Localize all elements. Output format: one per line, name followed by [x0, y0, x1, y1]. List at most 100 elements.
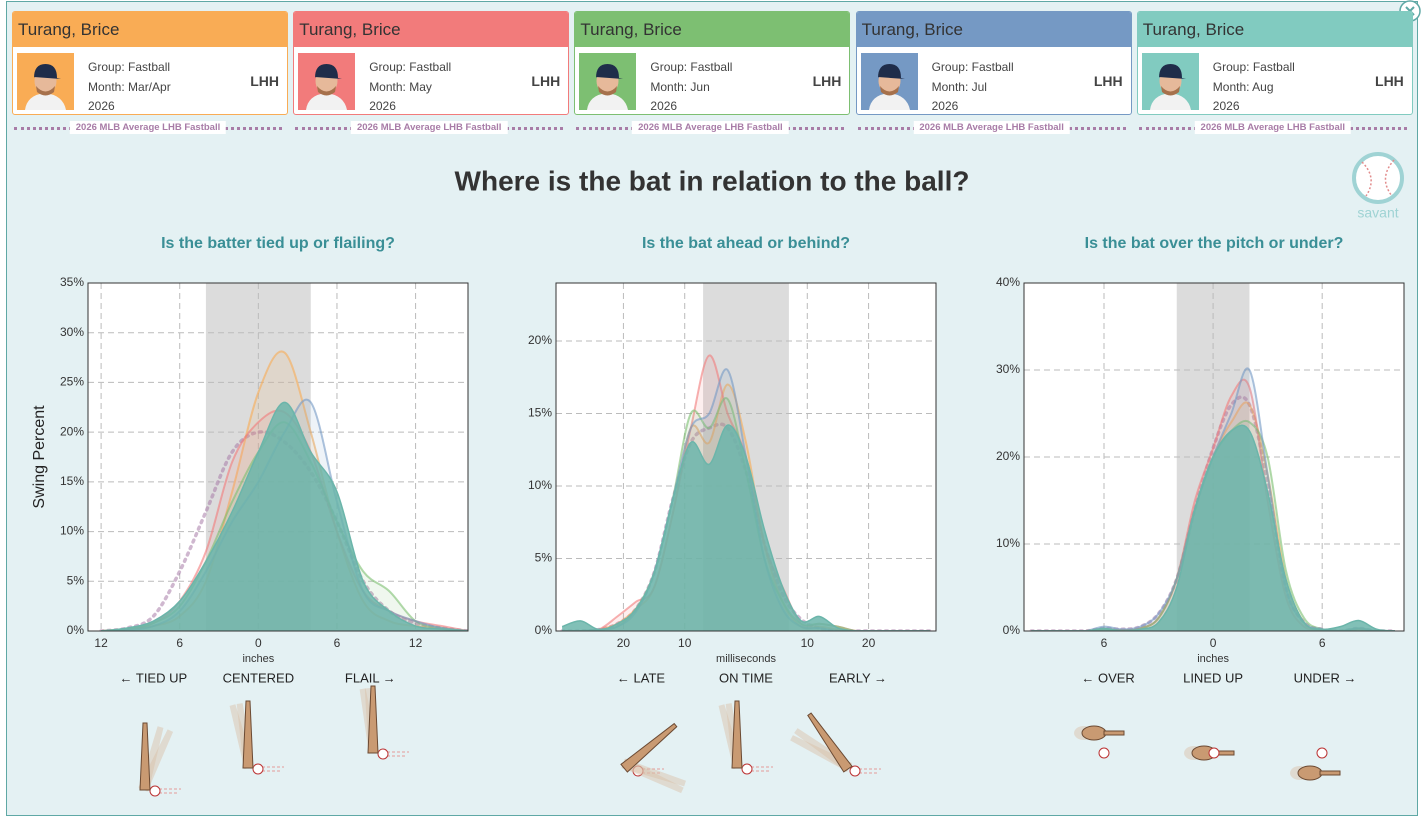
bat-illustration — [1074, 725, 1125, 741]
card-year: 2026 — [88, 99, 115, 113]
bat-illustration — [620, 722, 686, 794]
player-name: Turang, Brice — [856, 12, 1131, 47]
direction-label: EARLY → — [829, 670, 887, 685]
average-label: 2026 MLB Average LHB Fastball — [350, 121, 508, 134]
direction-label: ← TIED UP — [120, 670, 188, 685]
page-title: Where is the bat in relation to the ball… — [455, 165, 970, 196]
bat — [242, 700, 254, 769]
y-tick-label: 35% — [60, 275, 84, 289]
player-photo — [17, 53, 74, 110]
y-tick-label: 10% — [60, 524, 84, 538]
savant-logo[interactable]: savant — [1352, 152, 1404, 221]
logo-text: savant — [1357, 205, 1398, 221]
card-group: Group: Fastball — [650, 60, 733, 74]
average-label: 2026 MLB Average LHB Fastball — [913, 121, 1070, 134]
ball — [741, 763, 753, 775]
batter-hand: LHH — [1093, 73, 1123, 89]
x-tick-label: 20 — [862, 636, 876, 650]
ball — [1316, 747, 1328, 759]
direction-label: ← OVER — [1081, 670, 1134, 685]
batter-hand: LHH — [812, 73, 842, 89]
x-axis-label: inches — [1197, 653, 1229, 665]
card-group: Group: Fastball — [931, 60, 1014, 74]
ball-trail — [859, 768, 881, 774]
y-tick-label: 5% — [535, 551, 553, 565]
bat-illustration — [359, 685, 409, 760]
x-axis-label: inches — [242, 653, 274, 665]
direction-label: LINED UP — [1183, 670, 1243, 685]
batter-hand: LHH — [531, 73, 561, 89]
direction-label: FLAIL → — [345, 670, 396, 685]
direction-label: CENTERED — [223, 670, 295, 685]
bat-illustration — [790, 712, 881, 777]
player-photo — [860, 53, 918, 110]
density-line — [561, 424, 930, 631]
player-name: Turang, Brice — [294, 12, 569, 47]
player-card[interactable]: Turang, Brice Group: Fastball Month: Aug 20… — [1136, 11, 1413, 115]
player-photo — [298, 53, 356, 110]
bat-ghost — [790, 735, 852, 772]
card-month: Month: Jul — [931, 80, 987, 94]
area-fill — [562, 425, 930, 631]
y-tick-label: 25% — [60, 375, 84, 389]
ball — [377, 748, 389, 760]
bat-illustration — [718, 700, 773, 775]
x-tick-label: 6 — [176, 636, 183, 650]
y-tick-label: 5% — [67, 573, 85, 587]
player-photo — [579, 53, 637, 110]
average-legend: 2026 MLB Average LHB Fastball — [572, 121, 848, 135]
density-line — [101, 401, 468, 631]
card-month: Month: May — [369, 80, 432, 94]
x-tick-label: 0 — [1210, 636, 1217, 650]
card-year: 2026 — [650, 99, 678, 113]
y-tick-label: 20% — [996, 449, 1020, 463]
bat-illustration — [1290, 765, 1341, 781]
x-tick-label: 6 — [1101, 636, 1108, 650]
y-tick-label: 30% — [60, 325, 84, 339]
bat — [1297, 765, 1323, 781]
bat — [807, 712, 853, 773]
y-tick-label: 10% — [996, 536, 1020, 550]
bat-ghost — [621, 758, 684, 794]
y-tick-label: 30% — [996, 362, 1020, 376]
player-name: Turang, Brice — [13, 12, 287, 47]
chart-subtitle: Is the bat ahead or behind? — [642, 235, 850, 252]
y-tick-label: 0% — [67, 623, 85, 637]
average-legend: 2026 MLB Average LHB Fastball — [1135, 121, 1411, 135]
bat-illustration — [138, 722, 181, 797]
bat — [1081, 725, 1107, 741]
card-month: Month: Jun — [650, 80, 710, 94]
plot-border — [1023, 282, 1405, 632]
x-tick-label: 10 — [678, 636, 692, 650]
x-tick-label: 6 — [334, 636, 341, 650]
y-tick-label: 0% — [1003, 623, 1021, 637]
card-year: 2026 — [1212, 99, 1240, 113]
ball — [849, 765, 861, 777]
average-legend: 2026 MLB Average LHB Fastball — [10, 121, 286, 135]
player-card[interactable]: Turang, Brice Group: Fastball Month: May 20… — [293, 11, 570, 115]
y-tick-label: 0% — [535, 623, 553, 637]
direction-label: ← LATE — [617, 670, 665, 685]
bat — [367, 685, 379, 754]
player-card[interactable]: Turang, Brice Group: Fastball Month: Mar/A… — [12, 11, 288, 115]
x-tick-label: 12 — [409, 636, 423, 650]
chart-subtitle: Is the batter tied up or flailing? — [161, 235, 395, 252]
x-axis-label: milliseconds — [716, 653, 776, 665]
player-card[interactable]: Turang, Brice Group: Fastball Month: Jun 20… — [574, 11, 851, 115]
player-card[interactable]: Turang, Brice Group: Fastball Month: Jul 20… — [855, 11, 1132, 115]
x-tick-label: 20 — [617, 636, 631, 650]
x-tick-label: 10 — [801, 636, 815, 650]
series-group — [99, 350, 468, 631]
card-group: Group: Fastball — [88, 60, 171, 74]
area-fill — [101, 402, 468, 631]
ball-trail — [387, 751, 409, 757]
plot-border — [555, 282, 937, 632]
bat-handle — [1103, 730, 1125, 736]
ball — [1098, 747, 1110, 759]
y-tick-label: 40% — [996, 275, 1020, 289]
bat-ghost — [621, 758, 686, 787]
x-tick-label: 0 — [255, 636, 262, 650]
x-tick-label: 6 — [1319, 636, 1326, 650]
bat-handle — [1319, 770, 1341, 776]
y-axis-label: Swing Percent — [31, 405, 48, 509]
